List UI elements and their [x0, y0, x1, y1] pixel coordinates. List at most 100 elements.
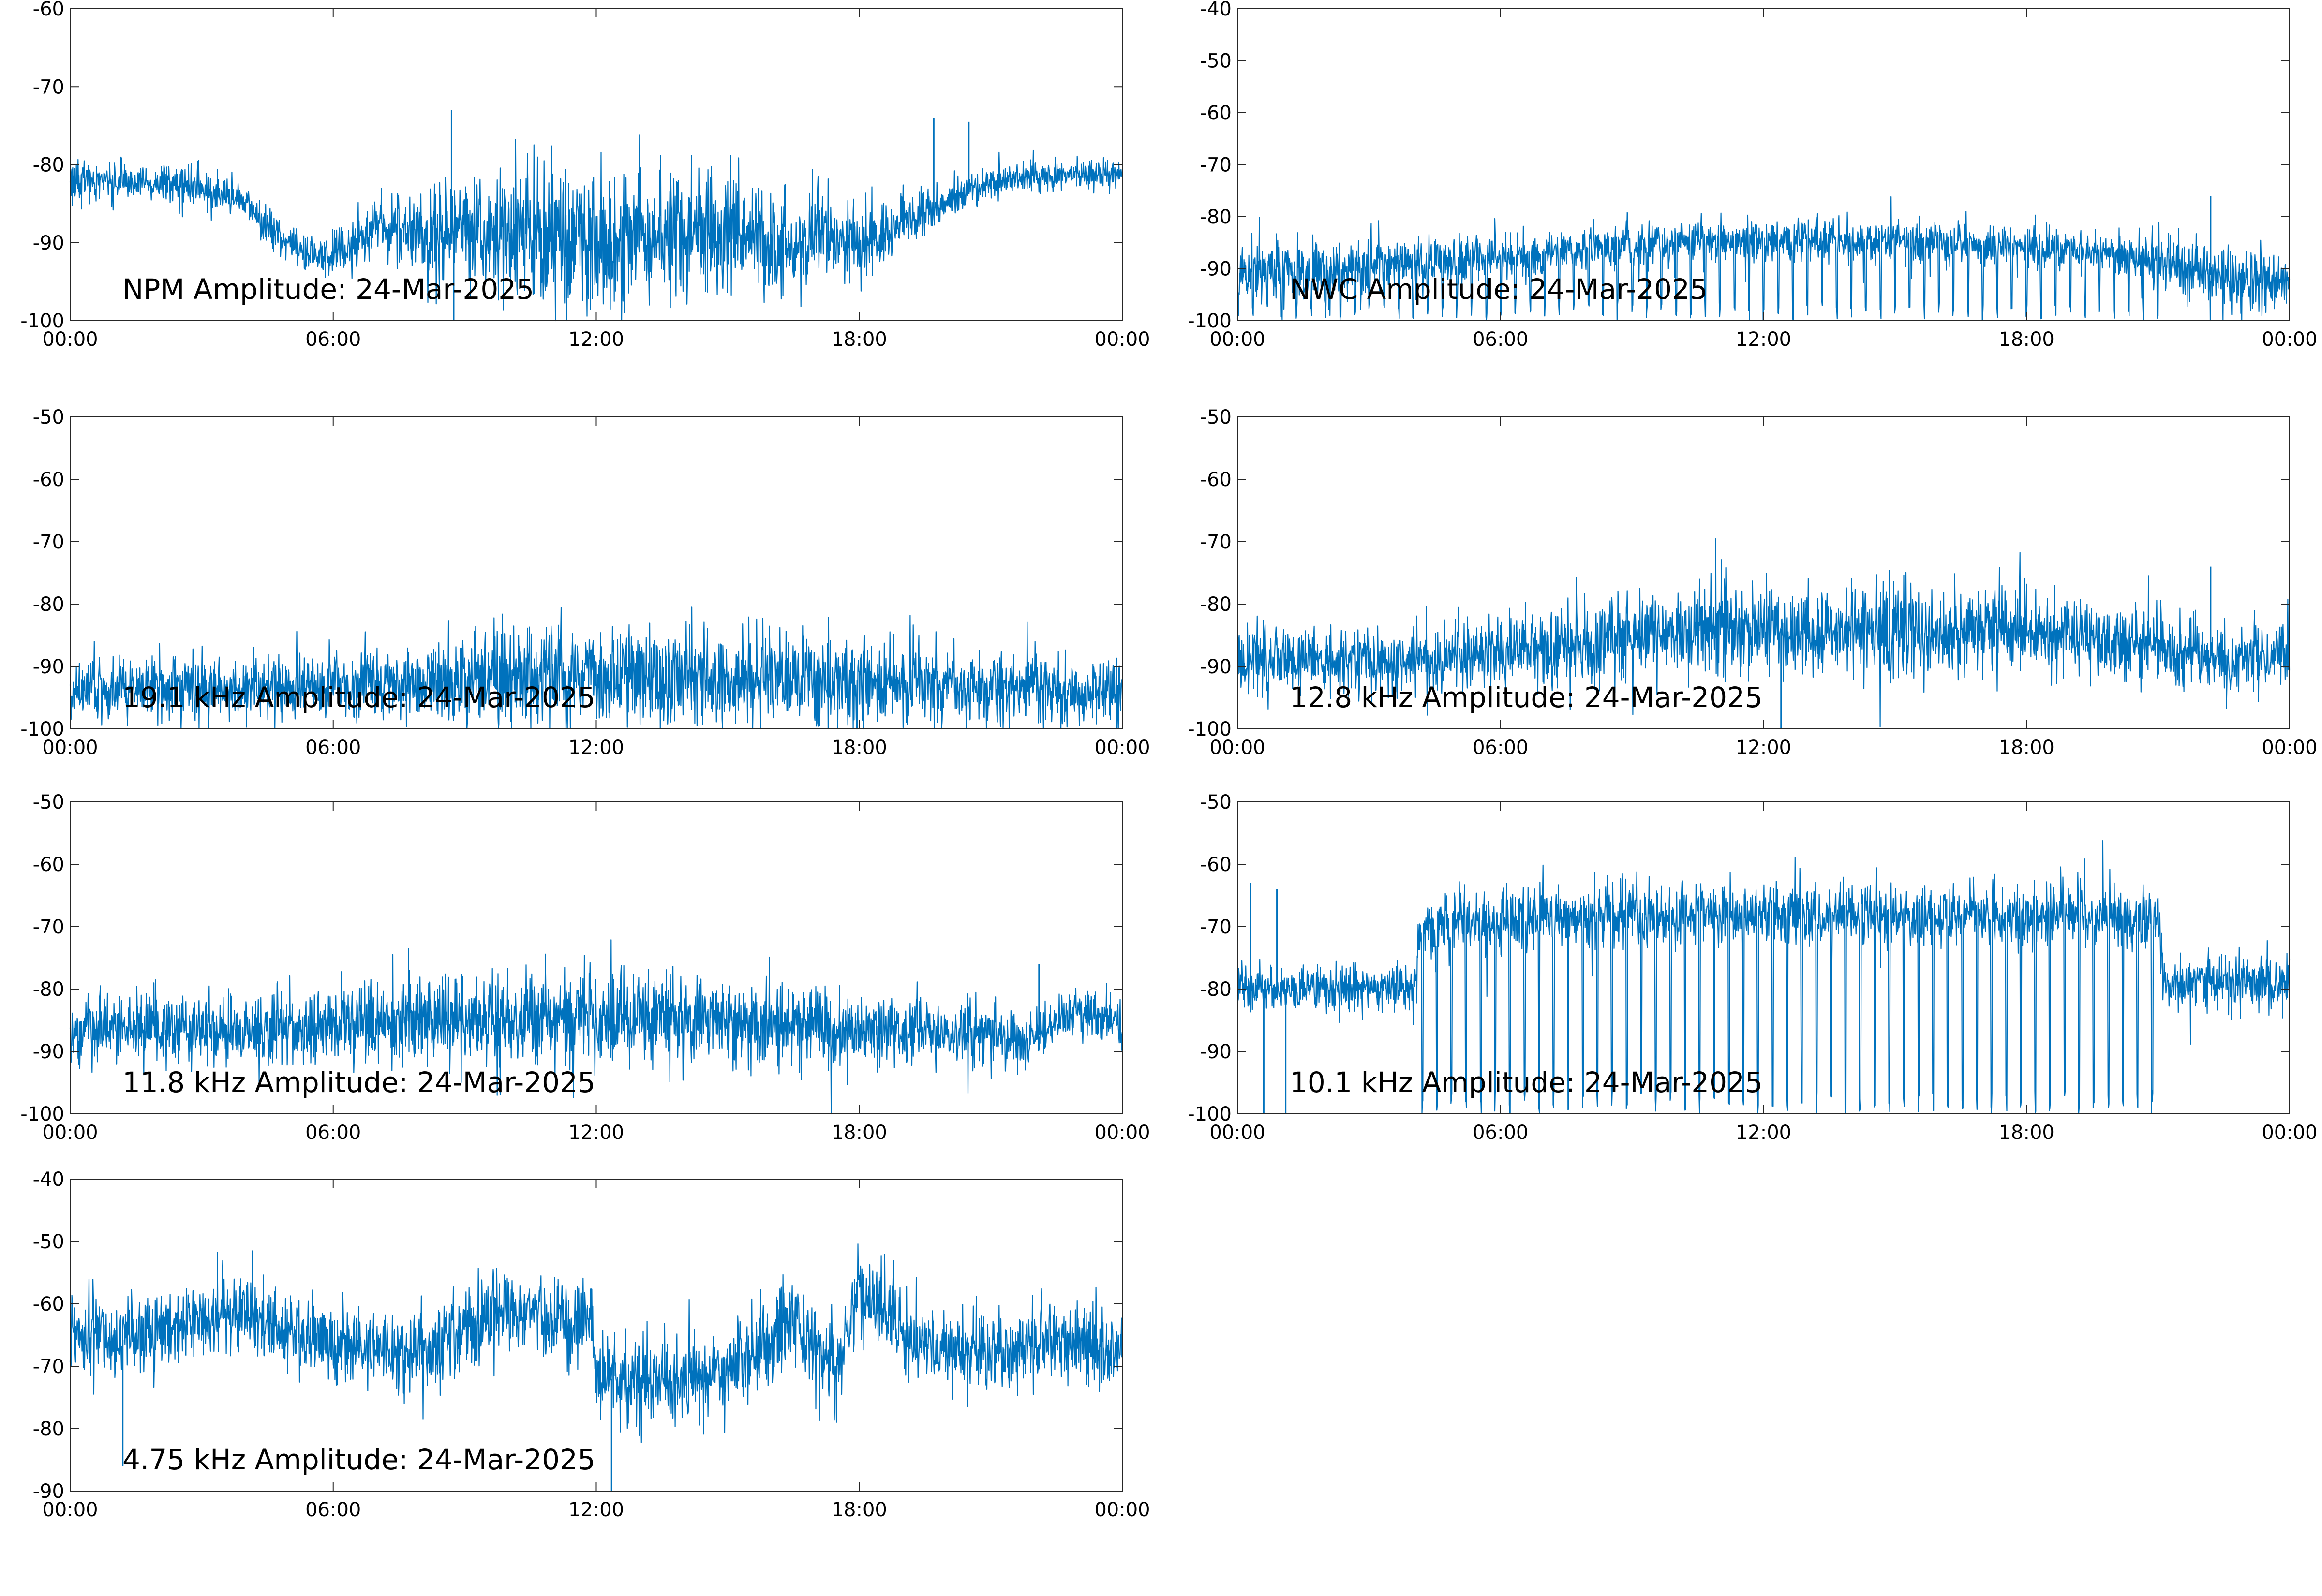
nwc-xtick-label-1: 06:00	[1473, 328, 1528, 351]
11-8-khz-ytick-label-1: -60	[33, 854, 64, 876]
11-8-khz-xtick-label-4: 00:00	[1094, 1122, 1150, 1144]
11-8-khz-xtick-label-1: 06:00	[305, 1122, 361, 1144]
nwc-ytick-label-1: -50	[1200, 50, 1232, 73]
19-1-khz-ytick-label-5: -100	[20, 718, 64, 740]
11-8-khz-series-line	[69, 939, 1123, 1115]
10-1-khz-xtick-label-2: 12:00	[1736, 1122, 1791, 1144]
19-1-khz-ytick-label-0: -50	[33, 406, 64, 429]
10-1-khz-ytick-label-1: -60	[1200, 854, 1232, 876]
19-1-khz-xtick-label-0: 00:00	[42, 737, 98, 759]
nwc-ytick-label-5: -90	[1200, 258, 1232, 281]
npm-ytick-label-3: -90	[33, 232, 64, 254]
11-8-khz-ytick-label-0: -50	[33, 791, 64, 813]
panel-10-1-khz: 00:00 06:00 12:00 18:00 00:00 -50 -60 -70 -80 -90…	[1188, 791, 2317, 1144]
nwc-xtick-label-3: 18:00	[1999, 328, 2054, 351]
4-75-khz-ytick-label-5: -90	[33, 1480, 64, 1503]
19-1-khz-trace	[69, 606, 1123, 730]
nwc-ytick-label-3: -70	[1200, 154, 1232, 177]
nwc-trace	[1236, 196, 2291, 322]
4-75-khz-xtick-label-0: 00:00	[42, 1499, 98, 1521]
npm-xtick-label-4: 00:00	[1094, 328, 1150, 351]
panel-npm: 00:00 06:00 12:00 18:00 00:00 -60 -70 -80 -90 -10…	[20, 0, 1150, 351]
10-1-khz-title: 10.1 kHz Amplitude: 24-Mar-2025	[1290, 1066, 1763, 1099]
11-8-khz-ytick-label-5: -100	[20, 1103, 64, 1125]
nwc-ytick-label-2: -60	[1200, 102, 1232, 124]
nwc-series-line	[1236, 196, 2291, 322]
nwc-ytick-label-0: -40	[1200, 0, 1232, 20]
4-75-khz-title: 4.75 kHz Amplitude: 24-Mar-2025	[122, 1443, 595, 1476]
11-8-khz-ytick-label-2: -70	[33, 916, 64, 938]
11-8-khz-xtick-label-3: 18:00	[832, 1122, 887, 1144]
19-1-khz-ytick-label-2: -70	[33, 531, 64, 553]
19-1-khz-ytick-label-3: -80	[33, 593, 64, 616]
19-1-khz-title: 19.1 kHz Amplitude: 24-Mar-2025	[122, 681, 595, 714]
12-8-khz-ticks: 00:00 06:00 12:00 18:00 00:00 -50 -60 -70 -80 -90…	[1188, 406, 2317, 759]
4-75-khz-xtick-label-3: 18:00	[832, 1499, 887, 1521]
4-75-khz-ticks: 00:00 06:00 12:00 18:00 00:00 -40 -50 -60 -70 -80…	[33, 1168, 1150, 1521]
10-1-khz-ytick-label-4: -90	[1200, 1041, 1232, 1063]
12-8-khz-xtick-label-0: 00:00	[1209, 737, 1265, 759]
nwc-ticks: 00:00 06:00 12:00 18:00 00:00 -40 -50 -60 -70 -80…	[1188, 0, 2317, 351]
10-1-khz-series-line	[1236, 840, 2291, 1115]
panel-11-8-khz: 00:00 06:00 12:00 18:00 00:00 -50 -60 -70 -80 -90…	[20, 791, 1150, 1144]
12-8-khz-ytick-label-3: -80	[1200, 593, 1232, 616]
12-8-khz-xtick-label-4: 00:00	[2262, 737, 2317, 759]
12-8-khz-trace	[1236, 538, 2291, 729]
11-8-khz-xtick-label-2: 12:00	[568, 1122, 624, 1144]
11-8-khz-xtick-label-0: 00:00	[42, 1122, 98, 1144]
npm-ytick-label-2: -80	[33, 154, 64, 177]
npm-title: NPM Amplitude: 24-Mar-2025	[122, 273, 534, 306]
npm-xtick-label-0: 00:00	[42, 328, 98, 351]
nwc-ytick-label-6: -100	[1188, 310, 1232, 332]
npm-ytick-label-4: -100	[20, 310, 64, 332]
12-8-khz-ytick-label-0: -50	[1200, 406, 1232, 429]
4-75-khz-ytick-label-0: -40	[33, 1168, 64, 1191]
10-1-khz-ytick-label-3: -80	[1200, 978, 1232, 1001]
4-75-khz-ytick-label-1: -50	[33, 1231, 64, 1253]
12-8-khz-series-line	[1236, 538, 2291, 728]
10-1-khz-xtick-label-3: 18:00	[1999, 1122, 2054, 1144]
12-8-khz-xtick-label-3: 18:00	[1999, 737, 2054, 759]
11-8-khz-ytick-label-4: -90	[33, 1041, 64, 1063]
19-1-khz-series-line	[69, 606, 1123, 730]
12-8-khz-title: 12.8 kHz Amplitude: 24-Mar-2025	[1290, 681, 1763, 714]
19-1-khz-ytick-label-4: -90	[33, 656, 64, 678]
10-1-khz-xtick-label-0: 00:00	[1209, 1122, 1265, 1144]
19-1-khz-ytick-label-1: -60	[33, 469, 64, 491]
12-8-khz-ytick-label-2: -70	[1200, 531, 1232, 553]
4-75-khz-xtick-label-2: 12:00	[568, 1499, 624, 1521]
19-1-khz-xtick-label-3: 18:00	[832, 737, 887, 759]
19-1-khz-xtick-label-2: 12:00	[568, 737, 624, 759]
npm-series-line	[69, 134, 1123, 322]
12-8-khz-ytick-label-4: -90	[1200, 656, 1232, 678]
11-8-khz-trace	[69, 939, 1123, 1115]
4-75-khz-xtick-label-4: 00:00	[1094, 1499, 1150, 1521]
nwc-ytick-label-4: -80	[1200, 206, 1232, 228]
4-75-khz-ytick-label-3: -70	[33, 1356, 64, 1378]
10-1-khz-ticks: 00:00 06:00 12:00 18:00 00:00 -50 -60 -70 -80 -90…	[1188, 791, 2317, 1144]
12-8-khz-ytick-label-5: -100	[1188, 718, 1232, 740]
nwc-xtick-label-0: 00:00	[1209, 328, 1265, 351]
4-75-khz-ytick-label-2: -60	[33, 1293, 64, 1315]
10-1-khz-ytick-label-2: -70	[1200, 916, 1232, 938]
4-75-khz-ytick-label-4: -80	[33, 1418, 64, 1440]
10-1-khz-trace	[1236, 840, 2291, 1115]
nwc-xtick-label-4: 00:00	[2262, 328, 2317, 351]
10-1-khz-xtick-label-4: 00:00	[2262, 1122, 2317, 1144]
npm-ytick-label-1: -70	[33, 76, 64, 98]
panel-19-1-khz: 00:00 06:00 12:00 18:00 00:00 -50 -60 -70 -80 -90…	[20, 406, 1150, 759]
4-75-khz-trace	[69, 1243, 1123, 1491]
panel-nwc: 00:00 06:00 12:00 18:00 00:00 -40 -50 -60 -70 -80…	[1188, 0, 2317, 351]
19-1-khz-xtick-label-1: 06:00	[305, 737, 361, 759]
nwc-title: NWC Amplitude: 24-Mar-2025	[1290, 273, 1708, 306]
10-1-khz-ytick-label-5: -100	[1188, 1103, 1232, 1125]
4-75-khz-xtick-label-1: 06:00	[305, 1499, 361, 1521]
4-75-khz-series-line	[69, 1243, 1123, 1443]
11-8-khz-ytick-label-3: -80	[33, 978, 64, 1001]
panel-12-8-khz: 00:00 06:00 12:00 18:00 00:00 -50 -60 -70 -80 -90…	[1188, 406, 2317, 759]
10-1-khz-ytick-label-0: -50	[1200, 791, 1232, 813]
12-8-khz-xtick-label-2: 12:00	[1736, 737, 1791, 759]
npm-xtick-label-3: 18:00	[832, 328, 887, 351]
npm-ytick-label-0: -60	[33, 0, 64, 20]
npm-trace	[69, 110, 1123, 322]
